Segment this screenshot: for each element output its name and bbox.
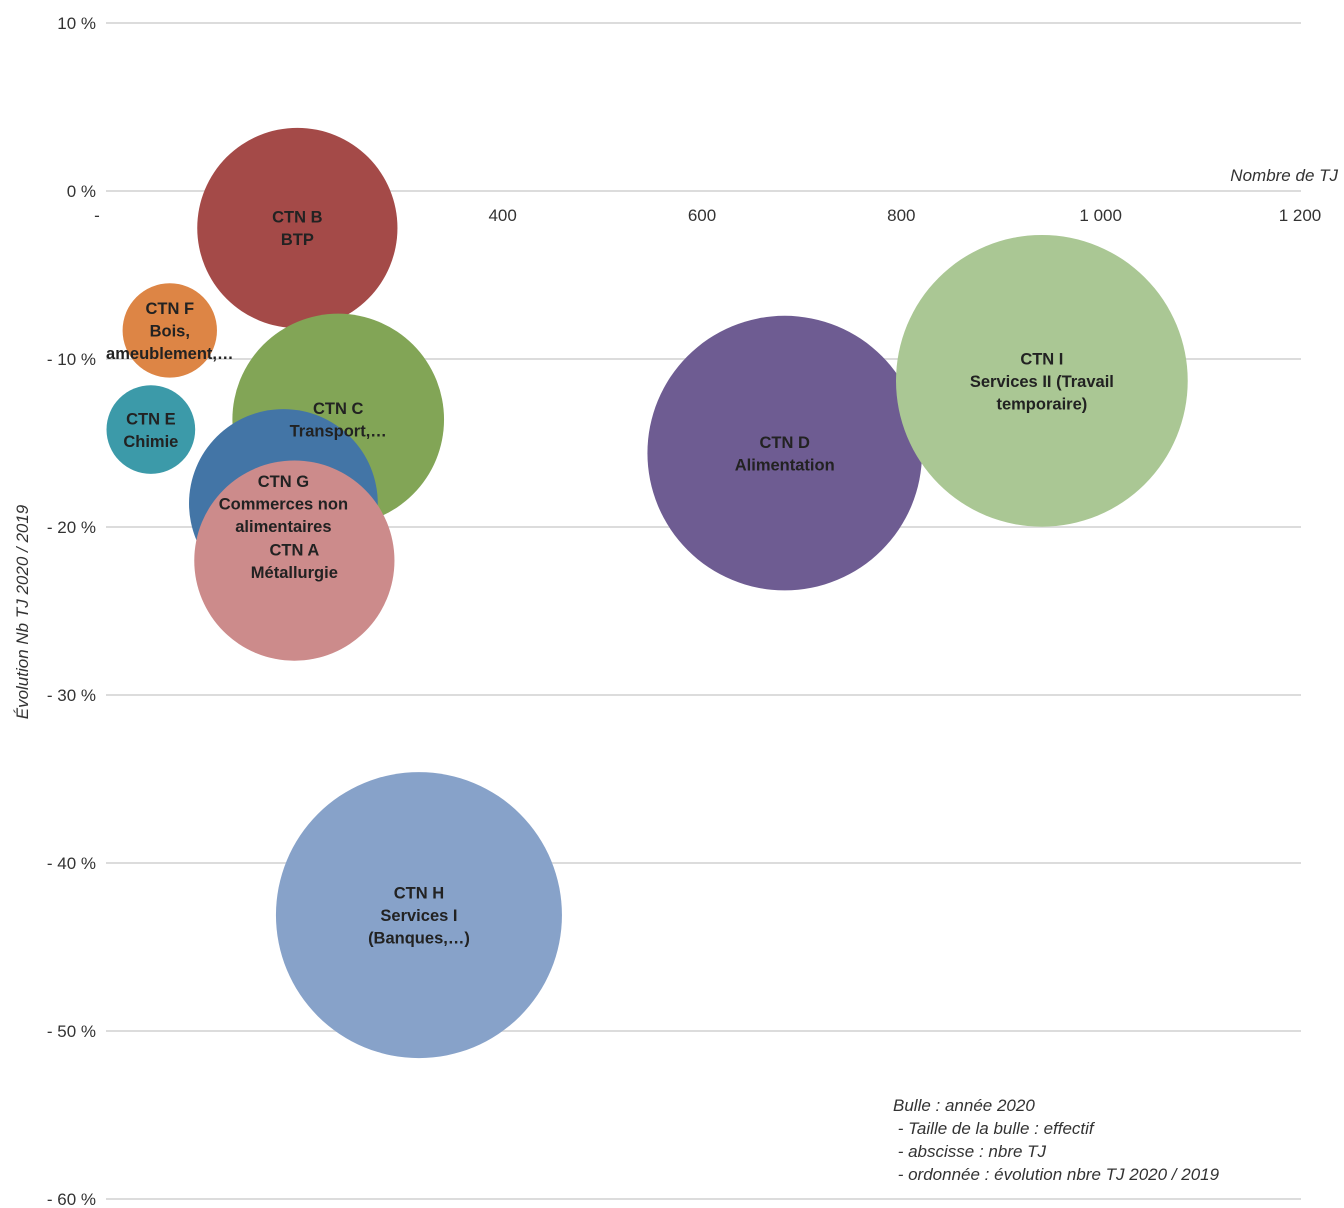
bubble-label: Services I	[380, 907, 457, 925]
bubble-label: temporaire)	[996, 395, 1087, 413]
legend-note: Bulle : année 2020 - Taille de la bulle …	[893, 1096, 1220, 1184]
note-line: - abscisse : nbre TJ	[893, 1142, 1047, 1161]
bubble-label: alimentaires	[235, 518, 331, 536]
x-tick-label: 1 000	[1079, 206, 1122, 225]
bubble	[194, 460, 395, 661]
bubble-label: Commerces non	[219, 495, 348, 513]
bubble-label: Métallurgie	[251, 564, 338, 582]
x-tick-label: 600	[688, 206, 716, 225]
bubble-label: ameublement,…	[106, 345, 233, 363]
y-tick-label: - 60 %	[47, 1190, 96, 1208]
bubble-label: CTN I	[1020, 350, 1063, 368]
bubble-label: CTN C	[313, 400, 363, 418]
note-line: - ordonnée : évolution nbre TJ 2020 / 20…	[893, 1165, 1220, 1184]
bubble-label: Bois,	[150, 322, 190, 340]
y-tick-label: 10 %	[57, 14, 96, 33]
note-line: Bulle : année 2020	[893, 1096, 1035, 1115]
y-tick-label: - 40 %	[47, 854, 96, 873]
bubble	[106, 385, 196, 474]
bubble-label: CTN H	[394, 885, 444, 903]
bubbles-layer	[106, 127, 1188, 1059]
y-axis-title: Évolution Nb TJ 2020 / 2019	[13, 504, 32, 719]
x-tick-label: 800	[887, 206, 915, 225]
note-line: - Taille de la bulle : effectif	[893, 1119, 1096, 1138]
bubble-label: CTN F	[145, 300, 194, 318]
bubble-label: CTN D	[760, 434, 810, 452]
y-tick-label: - 30 %	[47, 686, 96, 705]
bubble-label: Alimentation	[735, 456, 835, 474]
bubble	[275, 772, 562, 1059]
bubble-label: BTP	[281, 231, 314, 249]
bubble-labels-layer: CTN B BTP CTN F Bois, ameublement,… CTN C Tran…	[106, 209, 1114, 948]
x-tick-label: -	[94, 206, 100, 225]
bubble-label: CTN E	[126, 410, 176, 428]
bubble	[197, 127, 398, 329]
bubble	[647, 315, 923, 591]
bubble-label: (Banques,…)	[368, 930, 470, 948]
x-tick-label: 400	[488, 206, 516, 225]
bubble-label: CTN G	[258, 473, 309, 491]
bubble	[122, 283, 217, 378]
y-tick-label: - 50 %	[47, 1022, 96, 1041]
x-tick-label: 1 200	[1279, 206, 1322, 225]
bubble-label: Services II (Travail	[970, 373, 1114, 391]
bubble-label: Transport,…	[290, 423, 387, 441]
bubble-label: CTN A	[269, 541, 319, 559]
y-tick-label: - 10 %	[47, 350, 96, 369]
y-tick-label: 0 %	[67, 182, 96, 201]
x-axis-title: Nombre de TJ	[1230, 166, 1338, 185]
bubble-label: CTN B	[272, 209, 322, 227]
y-tick-label: - 20 %	[47, 518, 96, 537]
y-axis-ticks: 10 % 0 % - 10 % - 20 % - 30 % - 40 % - 50 % - 6…	[47, 14, 96, 1208]
bubble-label: Chimie	[123, 433, 178, 451]
bubble	[896, 234, 1188, 527]
